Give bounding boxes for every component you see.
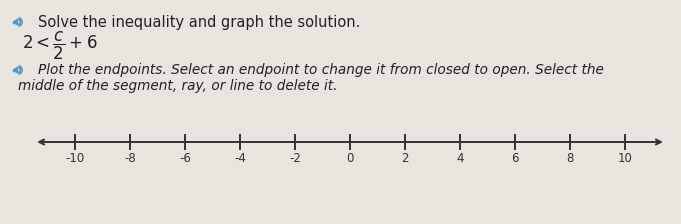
Text: -6: -6 (179, 152, 191, 165)
Text: 2: 2 (401, 152, 409, 165)
Text: -4: -4 (234, 152, 246, 165)
Polygon shape (14, 21, 15, 23)
Polygon shape (14, 69, 15, 71)
Text: 0: 0 (347, 152, 353, 165)
Text: -2: -2 (289, 152, 301, 165)
Text: Solve the inequality and graph the solution.: Solve the inequality and graph the solut… (38, 15, 360, 30)
Text: 4: 4 (456, 152, 464, 165)
Text: 10: 10 (618, 152, 633, 165)
Text: 8: 8 (567, 152, 573, 165)
Text: -8: -8 (124, 152, 136, 165)
Polygon shape (15, 67, 18, 73)
Text: -10: -10 (65, 152, 84, 165)
Text: Plot the endpoints. Select an endpoint to change it from closed to open. Select : Plot the endpoints. Select an endpoint t… (38, 63, 604, 77)
Polygon shape (15, 19, 18, 25)
Text: 6: 6 (511, 152, 519, 165)
Text: middle of the segment, ray, or line to delete it.: middle of the segment, ray, or line to d… (18, 79, 338, 93)
Text: $2 < \dfrac{c}{2} + 6$: $2 < \dfrac{c}{2} + 6$ (22, 30, 97, 62)
